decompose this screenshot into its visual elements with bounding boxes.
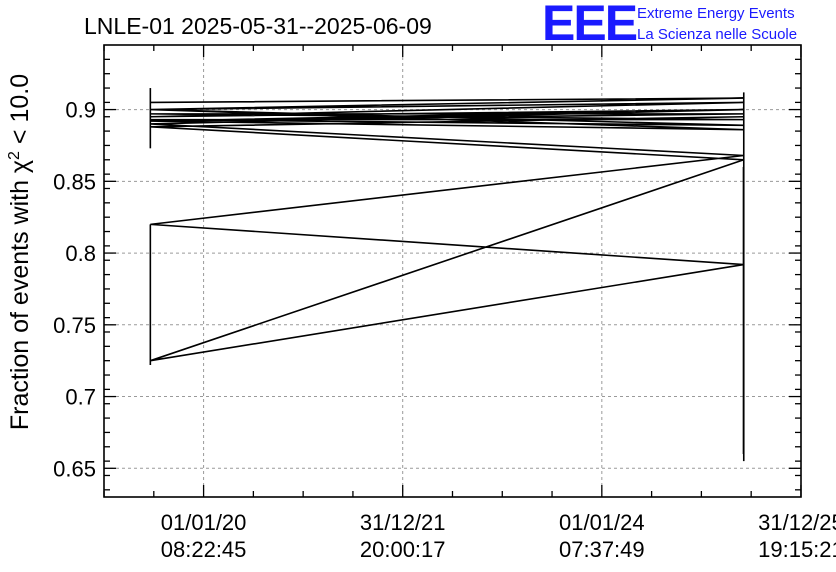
x-tick-label-time: 19:15:21	[758, 537, 836, 562]
y-tick-label: 0.75	[53, 313, 96, 338]
x-tick-label-time: 08:22:45	[161, 537, 247, 562]
y-tick-label: 0.85	[53, 169, 96, 194]
logo-line2: La Scienza nelle Scuole	[637, 26, 797, 43]
data-series-line	[150, 97, 745, 362]
y-axis-label: Fraction of events with χ2 < 10.0	[6, 74, 34, 430]
x-tick-label-date: 01/01/24	[559, 510, 645, 535]
x-tick-label-time: 20:00:17	[360, 537, 446, 562]
axes	[103, 44, 802, 498]
eee-logo: EEE Extreme Energy Events La Scienza nel…	[542, 0, 797, 51]
logo-letters: EEE	[542, 0, 637, 51]
y-tick-label: 0.8	[65, 241, 96, 266]
chart-title: LNLE-01 2025-05-31--2025-06-09	[84, 13, 432, 39]
y-tick-label: 0.7	[65, 385, 96, 410]
y-tick-label: 0.65	[53, 456, 96, 481]
series-layer	[149, 88, 745, 462]
y-axis-label-main: Fraction of events with χ	[6, 160, 34, 430]
y-tick-label: 0.9	[65, 98, 96, 123]
x-tick-label-date: 01/01/20	[161, 510, 247, 535]
y-axis-label-tail: < 10.0	[6, 74, 34, 151]
x-tick-label-date: 31/12/25	[758, 510, 836, 535]
plot-frame	[103, 44, 802, 498]
x-tick-label-date: 31/12/21	[360, 510, 446, 535]
logo-line1: Extreme Energy Events	[637, 5, 795, 22]
x-tick-label-time: 07:37:49	[559, 537, 645, 562]
y-axis-label-superscript: 2	[6, 151, 23, 160]
